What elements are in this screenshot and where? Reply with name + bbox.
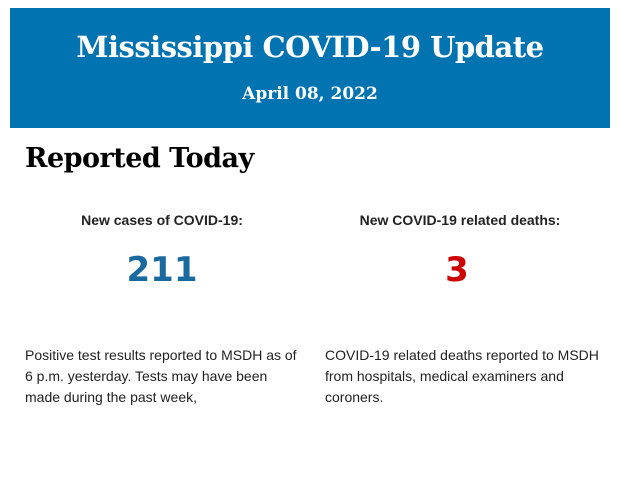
new-cases-value: 211 xyxy=(126,250,198,290)
page-title: Mississippi COVID-19 Update xyxy=(76,30,544,64)
header-banner: Mississippi COVID-19 Update April 08, 20… xyxy=(10,8,610,128)
new-deaths-label: New COVID-19 related deaths: xyxy=(359,212,561,228)
new-cases-description: Positive test results reported to MSDH a… xyxy=(25,347,297,405)
new-cases-label: New cases of COVID-19: xyxy=(81,212,243,228)
new-deaths-description: COVID-19 related deaths reported to MSDH… xyxy=(325,347,599,405)
new-deaths-value: 3 xyxy=(445,250,469,290)
report-date: April 08, 2022 xyxy=(242,84,378,104)
section-heading: Reported Today xyxy=(25,143,254,174)
